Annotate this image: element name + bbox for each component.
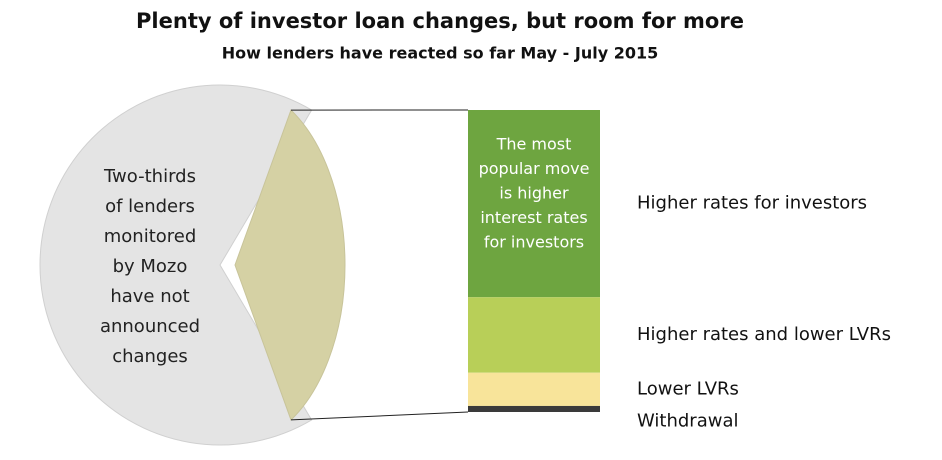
pie-annotation: of lenders	[105, 196, 195, 217]
bar-segment	[468, 373, 600, 406]
pie-annotation: have not	[110, 286, 189, 307]
bar-label: Lower LVRs	[637, 378, 739, 399]
bar-segment	[468, 406, 600, 412]
bar-label: Higher rates for investors	[637, 193, 867, 214]
pie-annotation: Two-thirds	[103, 166, 196, 187]
pie-annotation: changes	[112, 346, 188, 367]
bar-annotation: popular move	[479, 159, 590, 178]
bar-annotation: for investors	[484, 233, 584, 252]
bar-annotation: is higher	[499, 184, 569, 203]
chart-title: Plenty of investor loan changes, but roo…	[136, 9, 744, 33]
pie-annotation: monitored	[104, 226, 197, 247]
bar-label: Higher rates and lower LVRs	[637, 324, 891, 345]
connector	[291, 412, 468, 420]
bar-segment	[468, 297, 600, 373]
bar-annotation: interest rates	[480, 208, 587, 227]
pie-annotation: by Mozo	[113, 256, 188, 277]
chart-subtitle: How lenders have reacted so far May - Ju…	[222, 44, 658, 63]
bar-annotation: The most	[496, 135, 572, 154]
pie-annotation: announced	[100, 316, 200, 337]
bar-label: Withdrawal	[637, 410, 738, 431]
